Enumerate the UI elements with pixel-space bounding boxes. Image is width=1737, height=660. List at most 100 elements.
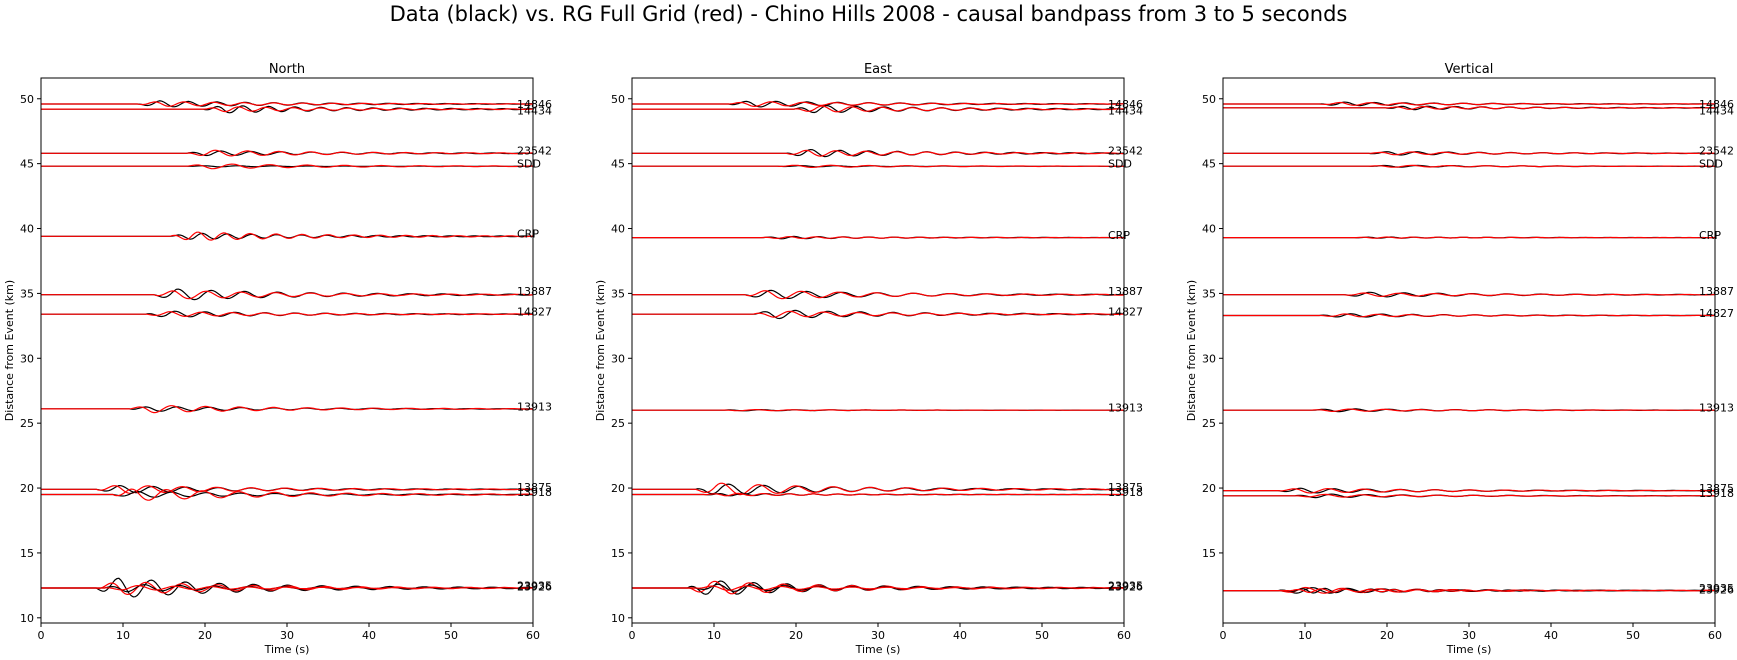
x-tick-label: 50 — [1626, 629, 1640, 642]
station-label-23542: 23542 — [1699, 145, 1734, 158]
axes-frame — [1222, 77, 1716, 624]
y-axis-label: Distance from Event (km) — [594, 280, 607, 421]
axes-frame — [631, 77, 1125, 624]
station-label-14434: 14434 — [517, 104, 552, 117]
x-tick-label: 60 — [526, 629, 540, 642]
synthetic-trace-13918 — [1223, 493, 1715, 498]
x-tick-label: 0 — [38, 629, 45, 642]
x-tick-label: 50 — [444, 629, 458, 642]
station-label-13887: 13887 — [1699, 285, 1734, 298]
synthetic-trace-13918 — [41, 488, 533, 501]
synthetic-trace-13887 — [1223, 292, 1715, 298]
y-tick-label: 15 — [1202, 547, 1216, 560]
synthetic-trace-14434 — [632, 105, 1124, 113]
panel-title: North — [269, 62, 305, 77]
x-tick-label: 0 — [629, 629, 636, 642]
station-label-13918: 13918 — [517, 486, 552, 499]
station-label-13913: 13913 — [517, 400, 552, 413]
y-tick-label: 45 — [20, 158, 34, 171]
station-label-13875: 13875 — [1699, 482, 1734, 495]
synthetic-trace-23926 — [41, 584, 533, 591]
station-label-13918: 13918 — [1699, 487, 1734, 500]
y-tick-label: 45 — [1202, 158, 1216, 171]
x-tick-label: 10 — [116, 629, 130, 642]
station-label-13887: 13887 — [517, 285, 552, 298]
y-tick-label: 25 — [1202, 417, 1216, 430]
x-tick-label: 60 — [1708, 629, 1722, 642]
y-tick-label: 30 — [1202, 352, 1216, 365]
x-tick-label: 30 — [871, 629, 885, 642]
y-tick-label: 40 — [611, 223, 625, 236]
y-tick-label: 10 — [20, 612, 34, 625]
station-label-23926: 23926 — [517, 581, 552, 594]
y-tick-label: 45 — [611, 158, 625, 171]
y-tick-label: 35 — [20, 287, 34, 300]
y-tick-label: 25 — [20, 417, 34, 430]
station-label-14434: 14434 — [1108, 104, 1143, 117]
x-tick-label: 40 — [362, 629, 376, 642]
station-label-SDD: SDD — [1699, 158, 1723, 171]
synthetic-trace-13887 — [632, 290, 1124, 300]
x-axis-label: Time (s) — [264, 643, 310, 656]
x-axis-label: Time (s) — [1446, 643, 1492, 656]
x-tick-label: 30 — [280, 629, 294, 642]
x-tick-label: 60 — [1117, 629, 1131, 642]
traces — [1223, 101, 1715, 594]
synthetic-trace-13887 — [41, 290, 533, 300]
y-tick-label: 30 — [611, 352, 625, 365]
synthetic-trace-23926 — [632, 585, 1124, 591]
y-tick-label: 50 — [20, 93, 34, 106]
y-tick-label: 20 — [1202, 482, 1216, 495]
figure-title: Data (black) vs. RG Full Grid (red) - Ch… — [389, 2, 1348, 26]
synthetic-trace-14434 — [41, 106, 533, 113]
station-label-13875: 13875 — [1108, 481, 1143, 494]
synthetic-trace-SDD — [41, 163, 533, 170]
synthetic-trace-CRP — [632, 235, 1124, 240]
station-label-14827: 14827 — [1108, 306, 1143, 319]
synthetic-trace-13913 — [41, 405, 533, 414]
x-tick-label: 40 — [1544, 629, 1558, 642]
station-label-23542: 23542 — [1108, 145, 1143, 158]
y-axis-label: Distance from Event (km) — [1185, 280, 1198, 421]
synthetic-trace-CRP — [41, 231, 533, 241]
station-label-23542: 23542 — [517, 145, 552, 158]
y-tick-label: 50 — [1202, 93, 1216, 106]
y-axis-label: Distance from Event (km) — [3, 280, 16, 421]
synthetic-trace-13875 — [41, 485, 533, 495]
synthetic-trace-14846 — [1223, 101, 1715, 106]
station-label-14827: 14827 — [1699, 307, 1734, 320]
synthetic-trace-14827 — [632, 310, 1124, 318]
x-axis-label: Time (s) — [855, 643, 901, 656]
synthetic-trace-14434 — [1223, 105, 1715, 110]
synthetic-trace-23542 — [41, 149, 533, 157]
synthetic-trace-14846 — [632, 101, 1124, 108]
synthetic-trace-14846 — [41, 101, 533, 107]
station-label-14434: 14434 — [1699, 104, 1734, 117]
y-tick-label: 40 — [1202, 223, 1216, 236]
y-tick-label: 30 — [20, 352, 34, 365]
y-tick-label: 15 — [611, 547, 625, 560]
synthetic-trace-13875 — [1223, 487, 1715, 494]
synthetic-trace-23542 — [1223, 151, 1715, 156]
x-tick-label: 10 — [707, 629, 721, 642]
station-label-23926: 23926 — [1108, 581, 1143, 594]
x-tick-label: 50 — [1035, 629, 1049, 642]
synthetic-trace-SDD — [632, 164, 1124, 168]
y-tick-label: 20 — [611, 482, 625, 495]
station-label-SDD: SDD — [517, 158, 541, 171]
station-label-23935: 23935 — [517, 579, 552, 592]
synthetic-trace-13875 — [632, 482, 1124, 496]
traces — [632, 100, 1124, 595]
x-tick-label: 20 — [789, 629, 803, 642]
synthetic-trace-CRP — [1223, 236, 1715, 239]
station-label-14846: 14846 — [1108, 98, 1143, 111]
station-label-23926: 23926 — [1699, 583, 1734, 596]
y-tick-label: 40 — [20, 223, 34, 236]
station-label-CRP: CRP — [1699, 229, 1721, 242]
station-label-13887: 13887 — [1108, 285, 1143, 298]
synthetic-trace-14827 — [41, 311, 533, 318]
synthetic-trace-13913 — [632, 409, 1124, 412]
